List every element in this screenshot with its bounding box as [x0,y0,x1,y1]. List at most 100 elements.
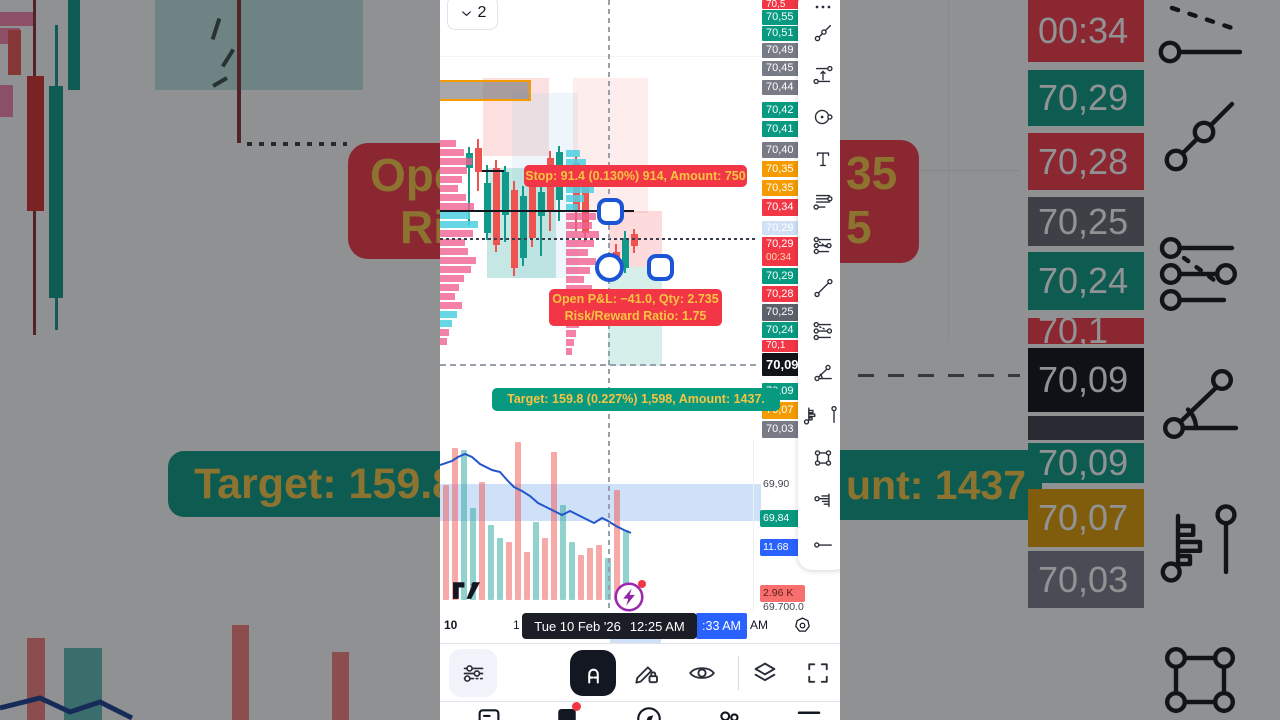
volume-profile-bar [566,204,578,211]
markets-nav-item[interactable] [634,704,664,720]
background-open-pnl-line2: Ri [400,201,440,253]
interval-button[interactable]: 2 [447,0,498,30]
tool-horizontal-ray[interactable] [812,534,834,556]
price-label: 70,35 [762,180,803,196]
candle-body [630,234,638,246]
lightning-button[interactable] [612,580,646,614]
price-label: 70,03 [762,421,803,438]
price-label: 70,28 [762,286,803,302]
price-label: 70,1 [762,340,803,352]
ideas-nav-item[interactable] [552,702,582,720]
position-handle[interactable] [596,197,624,225]
tool-bars-pattern[interactable] [801,404,823,426]
price-label: 70,24 [762,322,803,338]
entry-line [440,210,634,212]
volume-profile-bar [440,275,464,282]
price-label: 70,45 [762,61,803,76]
volume-profile-bar [440,203,474,210]
tool-more-dots[interactable] [812,0,834,18]
community-nav-item[interactable] [714,704,744,720]
volume-bar [551,452,557,600]
tool-price-range[interactable] [812,64,834,86]
volume-profile-bar [440,248,468,255]
tool-circle-tool[interactable] [812,106,834,128]
tool-disjoint-channel[interactable] [812,235,834,257]
level-dashed-line [440,364,760,366]
price-label: 70,55 [762,10,803,25]
volume-profile-bar [440,311,457,318]
tool-trend-line[interactable] [812,22,834,44]
volume-bar [443,485,449,600]
stop-badge[interactable]: Stop: 91.4 (0.130%) 914, Amount: 750 [524,165,747,187]
stop-line-fragment [482,170,504,172]
position-handle[interactable] [646,253,674,281]
axis-highlight [610,637,661,643]
bg-candle-wick [237,0,241,143]
time-axis-label: 10 [444,618,458,632]
price-label: 70,44 [762,80,803,95]
bg-tool-bg-flat [1152,0,1248,95]
price-label: 11.68 [760,539,805,556]
volume-profile-bar [440,338,447,345]
price-label: 70,41 [762,121,803,137]
candle-wick [468,147,470,225]
volume-profile-bar [566,249,588,256]
volume-bar [542,538,548,600]
bg-dotted-line [247,142,347,146]
tooltip-time: 12:25 AM [629,618,685,634]
drawings-panel-button[interactable] [449,649,497,697]
volume-profile-bar [440,167,467,174]
volume-bar [470,508,476,600]
background-pnl-frag1: 35 [846,147,898,199]
tool-flat-channel[interactable] [812,320,834,342]
volume-profile-bar [440,230,473,237]
tool-vertical-line[interactable] [823,404,840,426]
background-dashed-line [858,374,1020,377]
price-label: 70,49 [762,43,803,58]
eye-button[interactable] [685,656,719,690]
tradingview-chart-screen: 2 Stop: 91.4 (0.130%) 914, Amount: 750 O… [440,0,840,720]
tool-ray[interactable] [812,277,834,299]
volume-profile-bar [440,212,470,219]
menu-nav-item[interactable] [794,704,824,720]
volume-profile-bar [566,267,590,274]
volume-profile-bar [440,239,465,246]
tool-volume-profile[interactable] [812,490,834,512]
background-blur-right: 35 5 unt: 1437. 00:34 70,29 70,28 70,25 70,2… [840,0,1280,720]
background-volume-ma-line [0,695,134,720]
drawing-toolbar[interactable] [798,0,840,570]
open-pnl-badge[interactable]: Open P&L: −41.0, Qty: 2.735 Risk/Reward … [549,289,722,326]
price-label: 70,51 [762,26,803,41]
tool-text-tool[interactable] [812,148,834,170]
volume-bar [596,545,602,600]
tool-rect-tool[interactable] [812,447,834,469]
bg-price-label: 70,24 [1028,252,1144,310]
volume-profile-bar [440,293,455,300]
panel-nav-item[interactable] [474,704,504,720]
price-scale-settings-button[interactable] [791,615,814,643]
tool-trend-angle[interactable] [812,362,834,384]
bg-volume-bar [232,625,249,720]
fullscreen-button[interactable] [801,656,835,690]
volume-profile-bar [566,186,594,193]
magnet-button[interactable] [570,650,616,696]
tool-parallel-lines[interactable] [812,191,834,213]
draw-lock-button[interactable] [629,656,663,690]
layers-button[interactable] [748,656,782,690]
tooltip-date: Tue 10 Feb '26 [534,618,621,634]
target-badge[interactable]: Target: 159.8 (0.227%) 1,598, Amount: 14… [492,388,780,411]
volume-profile-bar [440,149,464,156]
price-label: 69.700.0 [763,601,804,613]
bar-countdown: 00:34 [766,252,792,263]
price-label: 70,40 [762,142,803,158]
position-handle[interactable] [594,252,624,282]
chart-area[interactable] [440,0,840,720]
toolbar-divider [440,643,840,644]
volume-profile-bar [440,266,471,273]
background-target-badge-right: unt: 1437. [840,450,1042,520]
candle-body [501,172,509,215]
price-label: 70,25 [762,304,803,321]
background-open-pnl-badge: Ope Ri [348,143,440,259]
volume-bar [560,505,566,600]
bg-teal-zone [155,0,363,90]
